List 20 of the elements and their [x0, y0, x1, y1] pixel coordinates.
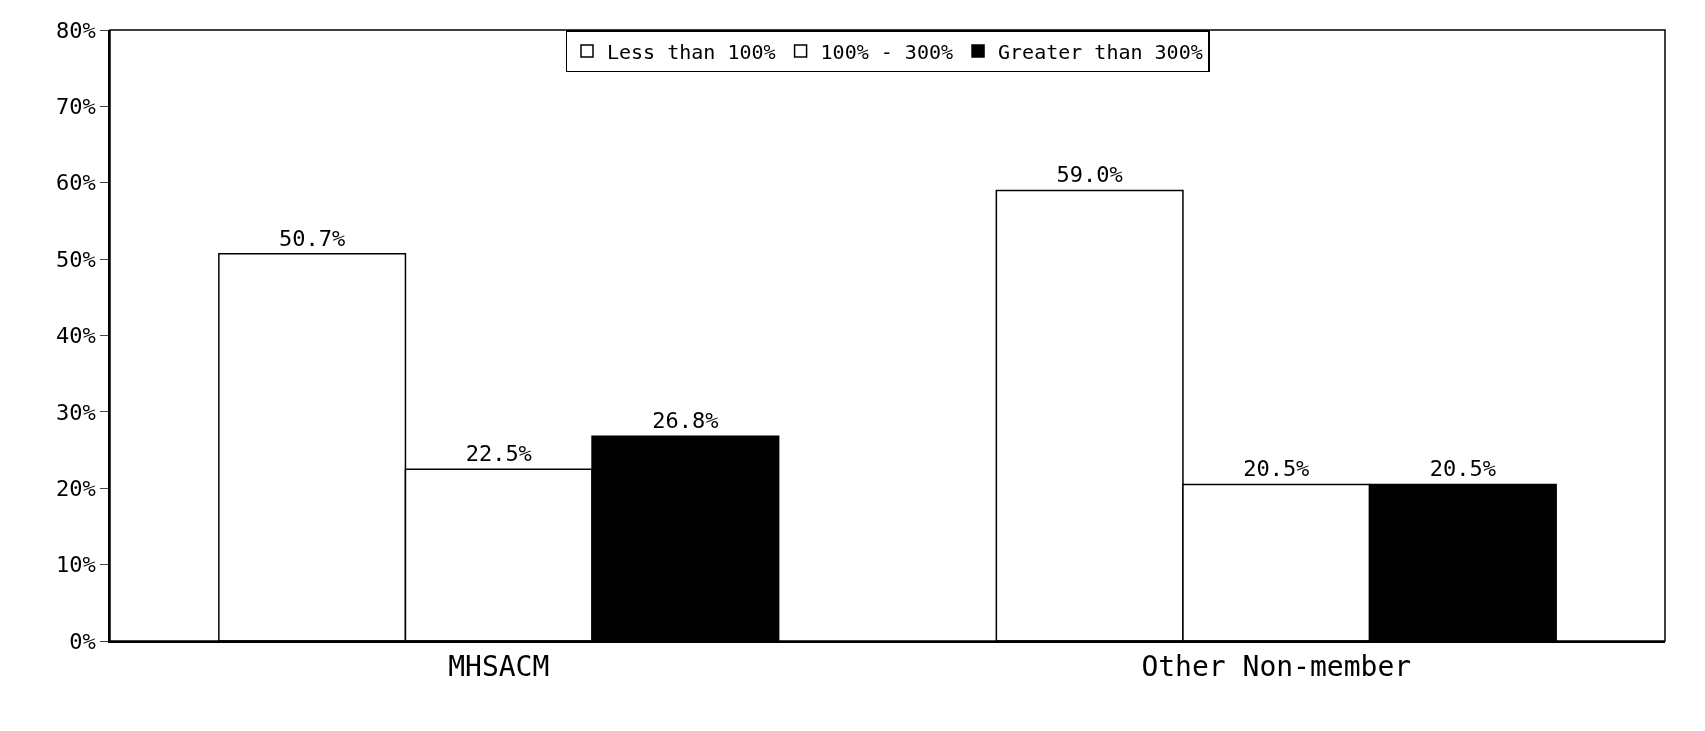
- data-label: 20.5%: [1243, 456, 1310, 482]
- data-label: 59.0%: [1056, 162, 1123, 188]
- y-tick-label: 80%: [56, 17, 96, 43]
- y-tick-label: 20%: [56, 475, 96, 501]
- legend-label: 100% - 300%: [820, 39, 954, 64]
- y-tick-label: 10%: [56, 552, 96, 578]
- y-tick-label: 0%: [69, 628, 96, 654]
- legend-label: Less than 100%: [607, 39, 776, 64]
- x-tick-label: MHSACM: [448, 650, 550, 684]
- legend-label: Greater than 300%: [998, 39, 1203, 64]
- y-tick-label: 30%: [56, 399, 96, 425]
- y-tick-label: 40%: [56, 323, 96, 349]
- data-label: 26.8%: [652, 408, 719, 434]
- y-tick-label: 50%: [56, 246, 96, 272]
- data-label: 20.5%: [1429, 456, 1496, 482]
- x-tick-label: Other Non-member: [1141, 650, 1412, 684]
- data-label: 50.7%: [279, 225, 346, 251]
- y-tick-label: 70%: [56, 94, 96, 120]
- y-tick-label: 60%: [56, 170, 96, 196]
- data-label: 22.5%: [465, 441, 532, 467]
